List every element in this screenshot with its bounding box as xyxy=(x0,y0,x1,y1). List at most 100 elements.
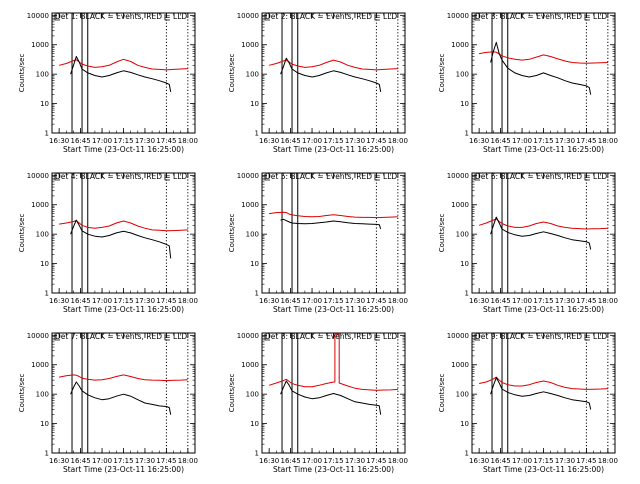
events-series-line xyxy=(490,377,592,410)
y-tick-label: 1 xyxy=(45,290,49,298)
y-axis-label: Counts/sec xyxy=(438,374,446,413)
top-right-bracket xyxy=(584,14,590,21)
x-axis-label: Start Time (23-Oct-11 16:25:00) xyxy=(273,145,394,154)
series-group xyxy=(269,211,398,230)
y-tick-label: 10 xyxy=(460,260,469,268)
series-group xyxy=(478,216,608,250)
x-tick-label: 16:45 xyxy=(491,297,511,305)
y-axis-label: Counts/sec xyxy=(228,54,236,93)
top-left-bracket xyxy=(54,334,60,341)
x-tick-label: 17:15 xyxy=(323,297,343,305)
y-tick-label: 10 xyxy=(460,100,469,108)
top-right-bracket xyxy=(164,334,170,341)
plot-frame xyxy=(51,172,196,294)
x-tick-label: 17:15 xyxy=(323,137,343,145)
x-tick-label: 18:00 xyxy=(178,297,198,305)
x-tick-label: 17:15 xyxy=(113,137,133,145)
x-tick-label: 16:45 xyxy=(491,137,511,145)
chart-panel-4: 1 10 100 1000 10000 16:30 16:45 17:00 17:15 17:30… xyxy=(18,172,198,314)
y-tick-label: 10000 xyxy=(237,172,259,180)
y-tick-label: 100 xyxy=(246,71,259,79)
y-tick-label: 1000 xyxy=(241,201,259,209)
y-tick-label: 10000 xyxy=(447,172,469,180)
x-tick-label: 18:00 xyxy=(388,297,408,305)
chart-panel-5: 1 10 100 1000 10000 16:30 16:45 17:00 17:15 17:30… xyxy=(228,172,408,314)
y-tick-label: 10000 xyxy=(27,332,49,340)
x-tick-label: 16:45 xyxy=(491,457,511,465)
chart-panel-6: 1 10 100 1000 10000 16:30 16:45 17:00 17:15 17:30… xyxy=(438,172,618,314)
x-tick-label: 18:00 xyxy=(178,457,198,465)
x-tick-label: 17:30 xyxy=(135,457,155,465)
x-axis-label: Start Time (23-Oct-11 16:25:00) xyxy=(483,465,604,474)
x-tick-label: 16:30 xyxy=(469,297,489,305)
x-tick-label: 16:30 xyxy=(259,137,279,145)
lld-series-line xyxy=(59,220,188,232)
top-left-bracket xyxy=(474,174,480,181)
x-tick-label: 16:45 xyxy=(281,297,301,305)
x-tick-label: 17:45 xyxy=(576,297,596,305)
series-group xyxy=(268,333,398,415)
y-axis-label: Counts/sec xyxy=(18,54,26,93)
x-tick-label: 17:00 xyxy=(512,457,532,465)
y-tick-label: 10 xyxy=(40,100,49,108)
x-axis-label: Start Time (23-Oct-11 16:25:00) xyxy=(483,305,604,314)
y-tick-label: 1000 xyxy=(451,361,469,369)
events-series-line xyxy=(70,56,172,92)
x-tick-label: 17:45 xyxy=(366,297,386,305)
y-tick-label: 100 xyxy=(246,391,259,399)
y-tick-label: 100 xyxy=(456,71,469,79)
plot-frame xyxy=(471,172,616,294)
plot-frame xyxy=(261,12,406,134)
x-tick-label: 17:15 xyxy=(113,457,133,465)
y-axis-label: Counts/sec xyxy=(228,214,236,253)
x-axis-label: Start Time (23-Oct-11 16:25:00) xyxy=(63,465,184,474)
x-tick-label: 17:45 xyxy=(156,137,176,145)
x-tick-label: 16:30 xyxy=(259,297,279,305)
series-group xyxy=(268,57,398,92)
plot-frame xyxy=(471,332,616,454)
events-series-line xyxy=(490,41,592,95)
series-group xyxy=(479,41,608,95)
x-tick-label: 18:00 xyxy=(388,457,408,465)
chart-panel-2: 1 10 100 1000 10000 16:30 16:45 17:00 17:15 17:30… xyxy=(228,12,408,154)
x-tick-label: 18:00 xyxy=(598,137,618,145)
x-tick-label: 17:45 xyxy=(366,137,386,145)
y-tick-label: 1 xyxy=(255,290,259,298)
x-tick-label: 17:00 xyxy=(302,297,322,305)
panel-title: Det 5: BLACK = Events, RED = LLD xyxy=(265,172,397,181)
x-tick-label: 17:30 xyxy=(345,297,365,305)
x-tick-label: 17:30 xyxy=(135,137,155,145)
x-tick-label: 16:30 xyxy=(469,137,489,145)
y-tick-label: 100 xyxy=(36,231,49,239)
x-tick-label: 17:45 xyxy=(576,457,596,465)
x-tick-label: 16:45 xyxy=(281,457,301,465)
series-group xyxy=(478,376,608,410)
x-tick-label: 16:30 xyxy=(49,137,69,145)
x-tick-label: 18:00 xyxy=(388,137,408,145)
y-tick-label: 1000 xyxy=(241,361,259,369)
x-tick-label: 16:45 xyxy=(71,297,91,305)
top-left-bracket xyxy=(54,174,60,181)
y-axis-label: Counts/sec xyxy=(18,214,26,253)
y-tick-label: 100 xyxy=(456,231,469,239)
top-right-bracket xyxy=(584,334,590,341)
x-tick-label: 17:15 xyxy=(323,457,343,465)
panel-title: Det 1: BLACK = Events, RED = LLD xyxy=(55,12,187,21)
x-tick-label: 17:30 xyxy=(555,457,575,465)
top-right-bracket xyxy=(374,334,380,341)
panel-title: Det 7: BLACK = Events, RED = LLD xyxy=(55,332,187,341)
x-axis-label: Start Time (23-Oct-11 16:25:00) xyxy=(63,145,184,154)
series-group xyxy=(59,374,188,415)
x-tick-label: 16:30 xyxy=(259,457,279,465)
y-tick-label: 10 xyxy=(250,260,259,268)
y-axis-label: Counts/sec xyxy=(438,214,446,253)
events-series-line xyxy=(280,57,382,92)
x-axis-label: Start Time (23-Oct-11 16:25:00) xyxy=(273,305,394,314)
y-tick-label: 1 xyxy=(255,130,259,138)
lld-series-line xyxy=(58,58,188,71)
top-right-bracket xyxy=(374,14,380,21)
y-tick-label: 10 xyxy=(40,260,49,268)
panel-title: Det 3: BLACK = Events, RED = LLD xyxy=(475,12,607,21)
x-tick-label: 16:30 xyxy=(49,457,69,465)
